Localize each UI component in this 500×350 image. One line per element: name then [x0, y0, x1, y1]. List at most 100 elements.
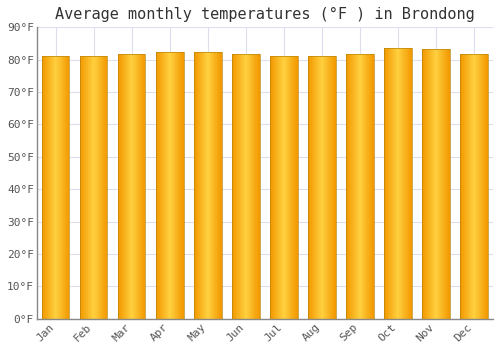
Bar	[210, 52, 212, 319]
Bar	[442, 49, 443, 319]
Bar	[276, 56, 277, 319]
Bar	[423, 49, 424, 319]
Bar	[408, 48, 409, 319]
Bar	[219, 52, 220, 319]
Bar	[329, 56, 330, 319]
Bar	[318, 56, 319, 319]
Bar	[278, 56, 279, 319]
Bar	[367, 54, 368, 319]
Bar	[53, 56, 54, 319]
Bar	[138, 54, 140, 319]
Bar	[88, 56, 89, 319]
Bar	[247, 54, 248, 319]
Bar	[354, 54, 355, 319]
Bar	[334, 56, 335, 319]
Bar	[178, 52, 180, 319]
Bar	[64, 56, 66, 319]
Bar	[330, 56, 331, 319]
Bar	[483, 54, 484, 319]
Bar	[426, 49, 427, 319]
Bar	[335, 56, 336, 319]
Bar	[394, 48, 395, 319]
Bar	[355, 54, 356, 319]
Bar	[80, 56, 108, 319]
Bar	[371, 54, 372, 319]
Bar	[163, 52, 164, 319]
Bar	[46, 56, 47, 319]
Bar	[50, 56, 51, 319]
Bar	[434, 49, 436, 319]
Bar	[281, 56, 282, 319]
Bar	[125, 54, 126, 319]
Bar	[96, 56, 97, 319]
Bar	[245, 54, 246, 319]
Bar	[218, 52, 219, 319]
Bar	[402, 48, 403, 319]
Bar	[118, 54, 146, 319]
Bar	[410, 48, 411, 319]
Bar	[93, 56, 94, 319]
Bar	[131, 54, 132, 319]
Bar	[393, 48, 394, 319]
Bar	[369, 54, 370, 319]
Bar	[272, 56, 273, 319]
Bar	[478, 54, 479, 319]
Bar	[207, 52, 208, 319]
Bar	[174, 52, 176, 319]
Bar	[168, 52, 169, 319]
Bar	[290, 56, 292, 319]
Bar	[44, 56, 45, 319]
Bar	[406, 48, 407, 319]
Bar	[403, 48, 404, 319]
Bar	[326, 56, 328, 319]
Bar	[133, 54, 134, 319]
Bar	[308, 56, 336, 319]
Bar	[254, 54, 255, 319]
Bar	[482, 54, 483, 319]
Bar	[204, 52, 205, 319]
Bar	[461, 54, 462, 319]
Bar	[284, 56, 286, 319]
Bar	[428, 49, 429, 319]
Bar	[234, 54, 235, 319]
Bar	[82, 56, 83, 319]
Bar	[144, 54, 145, 319]
Bar	[315, 56, 316, 319]
Bar	[460, 54, 487, 319]
Bar	[358, 54, 360, 319]
Bar	[385, 48, 386, 319]
Bar	[62, 56, 64, 319]
Bar	[250, 54, 252, 319]
Bar	[200, 52, 201, 319]
Bar	[165, 52, 166, 319]
Bar	[346, 54, 347, 319]
Bar	[460, 54, 461, 319]
Bar	[123, 54, 124, 319]
Bar	[368, 54, 369, 319]
Bar	[465, 54, 466, 319]
Bar	[384, 48, 385, 319]
Bar	[220, 52, 221, 319]
Bar	[283, 56, 284, 319]
Bar	[54, 56, 55, 319]
Bar	[156, 52, 157, 319]
Bar	[242, 54, 243, 319]
Bar	[199, 52, 200, 319]
Bar	[66, 56, 68, 319]
Bar	[169, 52, 170, 319]
Bar	[52, 56, 53, 319]
Bar	[392, 48, 393, 319]
Bar	[122, 54, 123, 319]
Bar	[277, 56, 278, 319]
Bar	[294, 56, 295, 319]
Bar	[124, 54, 125, 319]
Bar	[194, 52, 222, 319]
Bar	[270, 56, 271, 319]
Bar	[83, 56, 84, 319]
Bar	[346, 54, 374, 319]
Bar	[206, 52, 207, 319]
Bar	[90, 56, 91, 319]
Bar	[56, 56, 57, 319]
Bar	[282, 56, 283, 319]
Bar	[162, 52, 163, 319]
